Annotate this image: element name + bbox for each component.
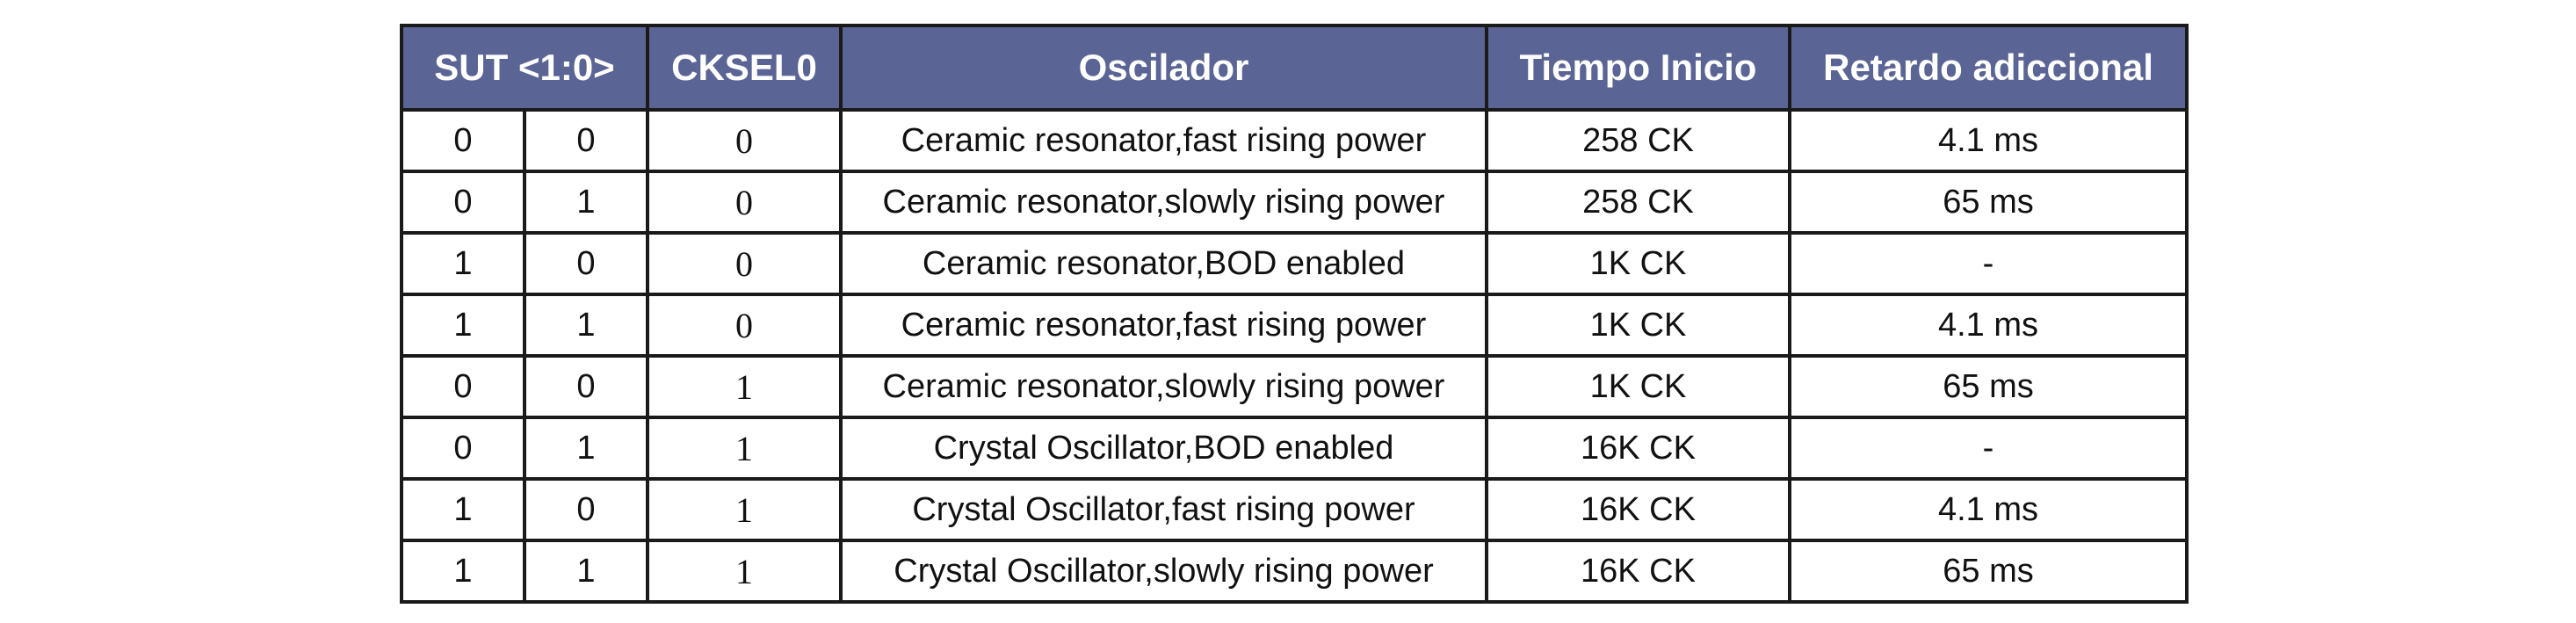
cell-cksel0: 1 <box>646 539 843 604</box>
cell-sut0: 0 <box>523 108 649 173</box>
cell-cksel0: 0 <box>646 231 843 296</box>
table-row: 0 0 1 Ceramic resonator,slowly rising po… <box>400 354 2189 419</box>
cell-retardo: 65 ms <box>1788 170 2189 235</box>
cell-tiempo-inicio: 258 CK <box>1485 170 1791 235</box>
cell-sut1: 1 <box>400 477 526 542</box>
cell-retardo: 65 ms <box>1788 539 2189 604</box>
cell-sut1: 1 <box>400 293 526 358</box>
cell-retardo: - <box>1788 416 2189 481</box>
header-cksel0: CKSEL0 <box>646 24 843 112</box>
table-row: 0 1 1 Crystal Oscillator,BOD enabled 16K… <box>400 416 2189 481</box>
cell-sut1: 0 <box>400 108 526 173</box>
cell-tiempo-inicio: 258 CK <box>1485 108 1791 173</box>
cell-retardo: 4.1 ms <box>1788 108 2189 173</box>
cell-cksel0: 1 <box>646 354 843 419</box>
cell-tiempo-inicio: 16K CK <box>1485 477 1791 542</box>
cell-sut1: 0 <box>400 354 526 419</box>
header-oscilador: Oscilador <box>839 24 1488 112</box>
cell-tiempo-inicio: 1K CK <box>1485 354 1791 419</box>
cell-cksel0: 0 <box>646 170 843 235</box>
cell-sut1: 1 <box>400 231 526 296</box>
cell-sut0: 1 <box>523 293 649 358</box>
cell-sut1: 0 <box>400 170 526 235</box>
cell-sut0: 1 <box>523 170 649 235</box>
cell-tiempo-inicio: 1K CK <box>1485 293 1791 358</box>
cell-retardo: 4.1 ms <box>1788 477 2189 542</box>
oscillator-config-table: SUT <1:0> CKSEL0 Oscilador Tiempo Inicio… <box>400 24 2189 604</box>
table-row: 1 1 0 Ceramic resonator,fast rising powe… <box>400 293 2189 358</box>
cell-cksel0: 0 <box>646 108 843 173</box>
cell-retardo: 65 ms <box>1788 354 2189 419</box>
cell-tiempo-inicio: 16K CK <box>1485 539 1791 604</box>
cell-oscilador: Crystal Oscillator,BOD enabled <box>839 416 1488 481</box>
cell-sut0: 0 <box>523 477 649 542</box>
table-row: 0 0 0 Ceramic resonator,fast rising powe… <box>400 108 2189 173</box>
cell-oscilador: Ceramic resonator,fast rising power <box>839 108 1488 173</box>
cell-oscilador: Ceramic resonator,fast rising power <box>839 293 1488 358</box>
header-tiempo-inicio: Tiempo Inicio <box>1485 24 1791 112</box>
cell-cksel0: 0 <box>646 293 843 358</box>
cell-sut0: 1 <box>523 416 649 481</box>
cell-retardo: - <box>1788 231 2189 296</box>
cell-oscilador: Crystal Oscillator,fast rising power <box>839 477 1488 542</box>
cell-sut1: 0 <box>400 416 526 481</box>
table-row: 1 1 1 Crystal Oscillator,slowly rising p… <box>400 539 2189 604</box>
cell-retardo: 4.1 ms <box>1788 293 2189 358</box>
table-row: 0 1 0 Ceramic resonator,slowly rising po… <box>400 170 2189 235</box>
cell-cksel0: 1 <box>646 477 843 542</box>
cell-oscilador: Ceramic resonator,slowly rising power <box>839 354 1488 419</box>
header-sut: SUT <1:0> <box>400 24 649 112</box>
cell-oscilador: Ceramic resonator,slowly rising power <box>839 170 1488 235</box>
cell-sut0: 1 <box>523 539 649 604</box>
table-row: 1 0 0 Ceramic resonator,BOD enabled 1K C… <box>400 231 2189 296</box>
cell-sut0: 0 <box>523 231 649 296</box>
header-retardo-adicional: Retardo adiccional <box>1788 24 2189 112</box>
cell-tiempo-inicio: 16K CK <box>1485 416 1791 481</box>
cell-sut0: 0 <box>523 354 649 419</box>
cell-sut1: 1 <box>400 539 526 604</box>
cell-oscilador: Ceramic resonator,BOD enabled <box>839 231 1488 296</box>
header-row: SUT <1:0> CKSEL0 Oscilador Tiempo Inicio… <box>400 24 2189 112</box>
table-row: 1 0 1 Crystal Oscillator,fast rising pow… <box>400 477 2189 542</box>
cell-oscilador: Crystal Oscillator,slowly rising power <box>839 539 1488 604</box>
cell-cksel0: 1 <box>646 416 843 481</box>
cell-tiempo-inicio: 1K CK <box>1485 231 1791 296</box>
